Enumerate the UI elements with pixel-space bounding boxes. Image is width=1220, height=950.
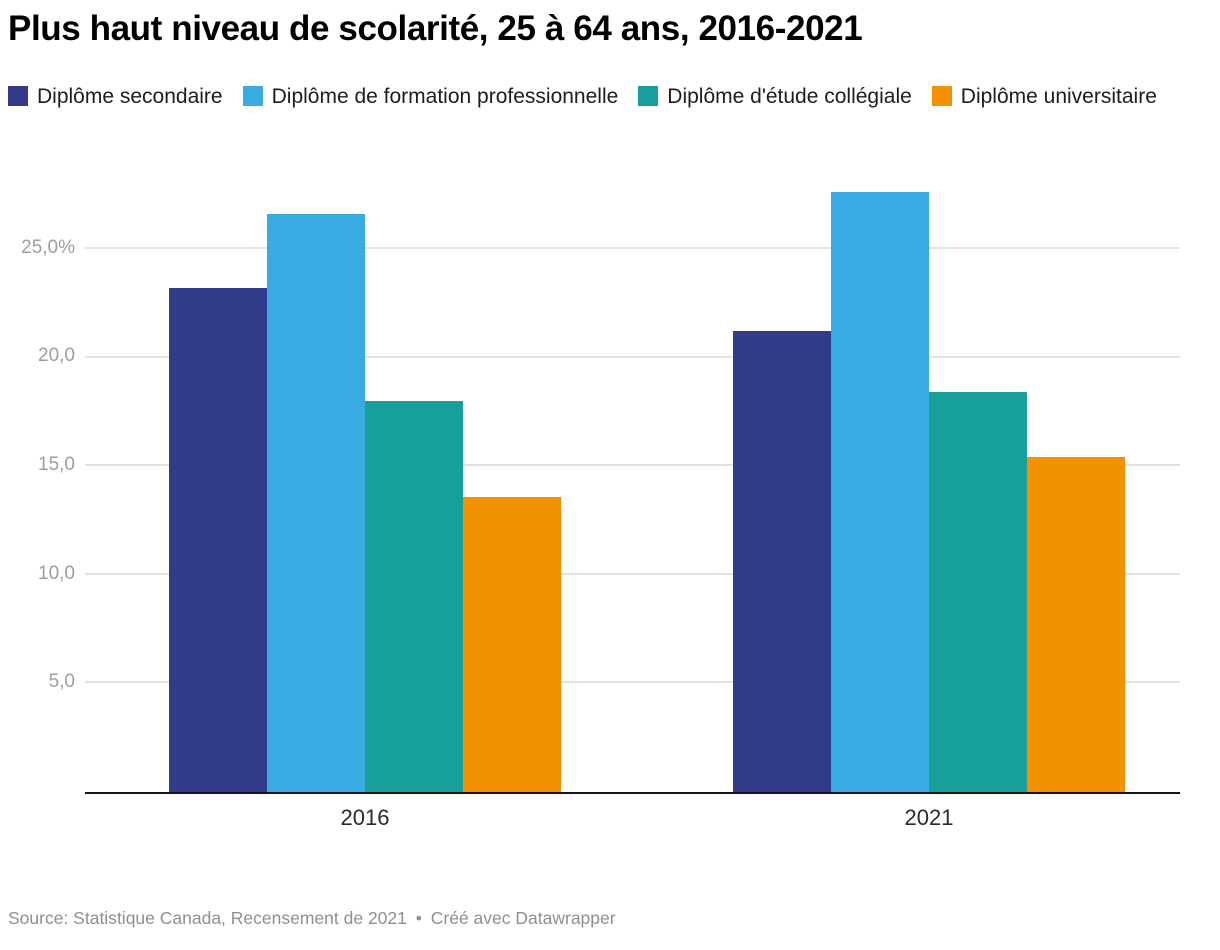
- x-axis-line: [85, 792, 1180, 794]
- gridline-25: [85, 246, 1180, 249]
- gridline-10: [85, 572, 1180, 575]
- x-category-label-2021: 2021: [904, 805, 954, 830]
- bar-2021-diplome-d-etude-collegiale[interactable]: [929, 392, 1028, 792]
- gridline-5: [85, 681, 1180, 684]
- datawrapper-attribution-link[interactable]: Créé avec Datawrapper: [430, 908, 616, 928]
- legend: Diplôme secondaire Diplôme de formation p…: [8, 80, 1212, 113]
- y-tick-label-20: 20,0: [38, 345, 75, 367]
- legend-swatch-icon: [242, 86, 263, 106]
- legend-item-diplome-universitaire: Diplôme universitaire: [931, 85, 1157, 108]
- y-tick-label-15: 15,0: [38, 454, 75, 476]
- bar-2016-diplome-universitaire[interactable]: [462, 496, 561, 792]
- bar-2021-diplome-de-formation-professionnelle[interactable]: [831, 192, 930, 792]
- y-tick-label-10: 10,0: [38, 562, 75, 584]
- legend-item-diplome-secondaire: Diplôme secondaire: [8, 85, 223, 108]
- legend-label: Diplôme secondaire: [37, 85, 223, 108]
- chart-title: Plus haut niveau de scolarité, 25 à 64 a…: [8, 9, 863, 48]
- chart-area: 5,0 10,0 15,0 20,0 25,0% 2016 2021: [8, 175, 1212, 855]
- footer-separator: •: [415, 908, 422, 928]
- legend-item-diplome-de-formation-professionnelle: Diplôme de formation professionnelle: [242, 85, 619, 108]
- bar-2016-diplome-d-etude-collegiale[interactable]: [364, 400, 463, 792]
- legend-label: Diplôme d'étude collégiale: [667, 85, 912, 108]
- bar-2016-diplome-de-formation-professionnelle[interactable]: [266, 214, 365, 792]
- source-text: Source: Statistique Canada, Recensement …: [8, 908, 407, 928]
- bar-2021-diplome-secondaire[interactable]: [733, 331, 832, 792]
- legend-swatch-icon: [931, 86, 952, 106]
- plot-area: [85, 175, 1180, 794]
- bar-2021-diplome-universitaire[interactable]: [1027, 457, 1126, 792]
- footer: Source: Statistique Canada, Recensement …: [8, 908, 616, 929]
- legend-item-diplome-d-etude-collegiale: Diplôme d'étude collégiale: [638, 85, 912, 108]
- legend-swatch-icon: [638, 86, 659, 106]
- y-tick-label-5: 5,0: [48, 671, 75, 693]
- bar-2016-diplome-secondaire[interactable]: [168, 287, 267, 792]
- legend-label: Diplôme de formation professionnelle: [271, 85, 619, 108]
- x-category-label-2016: 2016: [340, 805, 390, 830]
- y-tick-label-25: 25,0%: [21, 236, 75, 258]
- gridline-15: [85, 464, 1180, 467]
- legend-label: Diplôme universitaire: [960, 85, 1157, 108]
- gridline-20: [85, 355, 1180, 358]
- legend-swatch-icon: [8, 86, 28, 106]
